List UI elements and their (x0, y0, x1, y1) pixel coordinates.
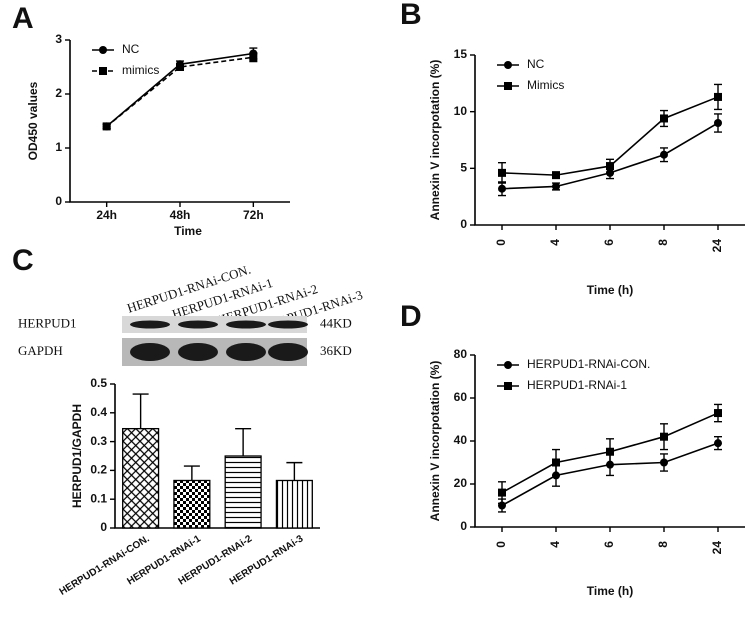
marker (552, 182, 560, 191)
marker (660, 150, 668, 159)
x-tick-label: 48h (170, 208, 191, 222)
marker (660, 432, 668, 441)
y-tick-label: 0 (460, 217, 467, 231)
legend-marker (99, 46, 107, 54)
marker (714, 92, 722, 101)
marker (660, 458, 668, 467)
y-tick-label: 0.2 (90, 463, 107, 477)
x-tick-label: 0 (494, 239, 508, 246)
x-tick-label: 6 (602, 239, 616, 246)
legend-label: NC (527, 57, 545, 71)
legend-marker (504, 82, 512, 90)
blot-band (130, 320, 170, 329)
bar (275, 479, 313, 529)
y-tick-label: 3 (55, 32, 62, 46)
marker (552, 171, 560, 180)
y-tick-label: 40 (454, 433, 468, 447)
marker (606, 162, 614, 171)
blot-band (226, 343, 266, 361)
legend-marker (99, 67, 107, 75)
error-bar (286, 461, 303, 481)
axis (474, 55, 745, 226)
y-tick-label: 60 (454, 390, 468, 404)
y-axis-label: Annexin V incorpotation (%) (428, 60, 442, 221)
x-tick-label: 6 (602, 541, 616, 548)
marker (102, 122, 111, 131)
y-tick-label: 0.3 (90, 434, 107, 448)
x-tick-label: 72h (243, 208, 264, 222)
marker (714, 409, 722, 418)
x-tick-label: 8 (656, 541, 670, 548)
x-tick-label: 0 (494, 541, 508, 548)
blot-band (178, 320, 218, 329)
y-tick-label: 5 (460, 161, 467, 175)
y-tick-label: 0 (460, 519, 467, 533)
bar (122, 427, 160, 529)
y-tick-label: 80 (454, 347, 468, 361)
size-label: 44KD (320, 315, 352, 330)
marker (498, 168, 506, 177)
legend-label: HERPUD1-RNAi-1 (527, 378, 627, 392)
y-tick-label: 0 (55, 194, 62, 208)
y-tick-label: 0.5 (90, 376, 107, 390)
y-tick-label: 10 (454, 104, 468, 118)
x-axis-label: Time (h) (587, 283, 633, 297)
y-tick-label: 0.4 (90, 405, 107, 419)
size-label: 36KD (320, 343, 352, 358)
marker (606, 447, 614, 456)
marker (714, 439, 722, 448)
y-tick-label: 20 (454, 476, 468, 490)
y-tick-label: 0 (100, 520, 107, 534)
x-tick-label: 24 (710, 239, 724, 253)
bar (224, 455, 262, 529)
x-tick-label: 4 (548, 239, 562, 246)
legend-label: NC (122, 42, 140, 56)
blot-band (268, 320, 308, 329)
y-tick-label: 2 (55, 86, 62, 100)
error-bar (132, 393, 149, 429)
x-tick-label: 4 (548, 541, 562, 548)
marker (552, 458, 560, 467)
panel-label: B (400, 0, 422, 31)
error-bar (183, 465, 200, 481)
marker (498, 184, 506, 193)
y-tick-label: 0.1 (90, 491, 107, 505)
legend-label: HERPUD1-RNAi-CON. (527, 357, 650, 371)
y-tick-label: 1 (55, 140, 62, 154)
marker (714, 119, 722, 127)
legend-marker (504, 382, 512, 390)
marker (660, 114, 668, 123)
blot-band (178, 343, 218, 361)
panel-label: A (12, 2, 34, 35)
legend-marker (504, 61, 512, 69)
legend-marker (504, 361, 512, 369)
x-axis-label: Time (174, 224, 202, 238)
x-tick-label: 24 (710, 541, 724, 555)
panel-label: C (12, 244, 34, 277)
error-bar (235, 427, 252, 456)
x-axis-label: Time (h) (587, 584, 633, 598)
blot-band (130, 343, 170, 361)
x-tick-label: 24h (96, 208, 117, 222)
row-label: GAPDH (18, 343, 63, 358)
x-tick-label: 8 (656, 239, 670, 246)
legend-label: Mimics (527, 78, 564, 92)
y-tick-label: 15 (454, 47, 468, 61)
x-tick-label: HERPUD1-RNAi-CON. (58, 533, 152, 598)
marker (498, 488, 506, 497)
blot-band (226, 320, 266, 329)
legend-label: mimics (122, 63, 159, 77)
row-label: HERPUD1 (18, 315, 77, 330)
marker (176, 63, 184, 71)
blot-band (268, 343, 308, 361)
y-axis-label: OD450 values (26, 81, 40, 160)
bar (173, 479, 211, 529)
y-axis-label: HERPUD1/GAPDH (70, 404, 84, 508)
y-axis-label: Annexin V incorpotation (%) (428, 361, 442, 522)
panel-label: D (400, 300, 422, 333)
marker (249, 53, 258, 62)
